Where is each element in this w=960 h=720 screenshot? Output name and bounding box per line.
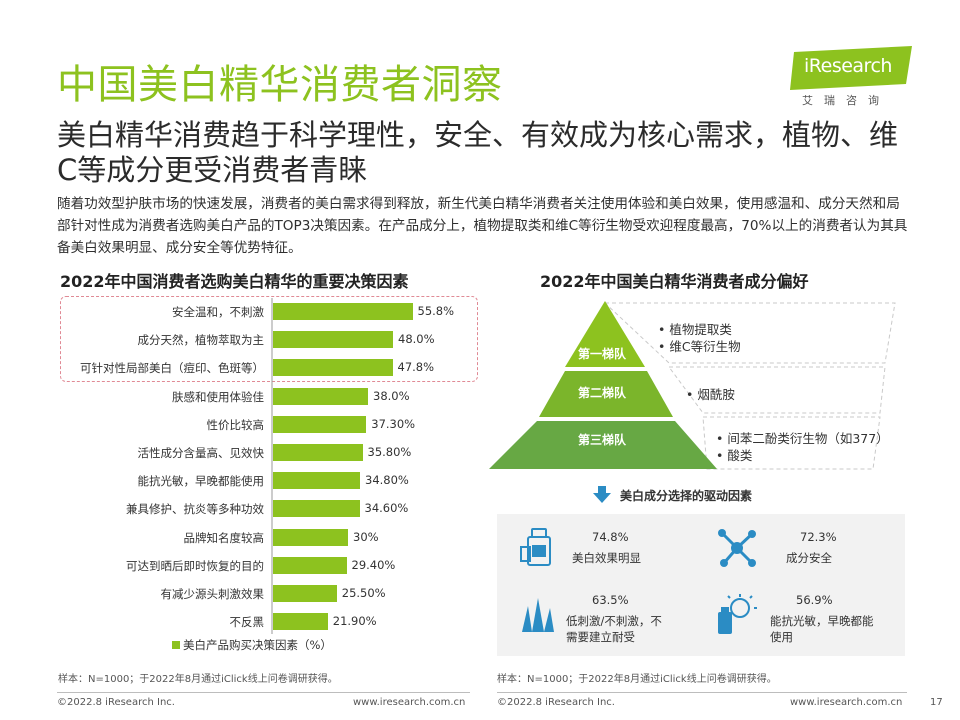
- bar-category-label: 有减少源头刺激效果: [160, 587, 265, 601]
- page-subtitle: 美白精华消费趋于科学理性，安全、有效成为核心需求，植物、维C等成分更受消费者青睐: [57, 118, 899, 187]
- molecule-icon: [718, 529, 756, 567]
- tier2-callout-box: [668, 366, 886, 414]
- bar: [273, 444, 363, 461]
- tier3-label: 第三梯队: [578, 433, 627, 447]
- bar-category-label: 可针对性局部美白（痘印、色斑等）: [80, 361, 264, 376]
- driver-pct: 74.8%: [592, 530, 629, 544]
- bar: [273, 500, 360, 518]
- bar-value-label: 30%: [353, 529, 379, 544]
- bar-category-label: 兼具修护、抗炎等多种功效: [126, 502, 264, 517]
- bar-category-label: 品牌知名度较高: [183, 530, 265, 545]
- tier3-band: [489, 421, 717, 469]
- driver-pct: 56.9%: [796, 593, 833, 607]
- drivers-panel: [497, 514, 905, 656]
- tier1-label: 第一梯队: [578, 347, 627, 361]
- bar-value-label: 29.40%: [351, 557, 396, 572]
- bar-value-label: 25.50%: [341, 586, 386, 600]
- legend-swatch: [172, 641, 180, 649]
- serum-bottle-icon: [520, 528, 551, 566]
- page-title: 中国美白精华消费者洞察: [57, 62, 503, 108]
- bar: [273, 359, 393, 377]
- tier1-band: [565, 301, 645, 367]
- grass-icon: [522, 598, 554, 632]
- legend-label: 美白产品购买决策因素（%）: [183, 638, 332, 652]
- right-sample-note: 样本：N=1000；于2022年8月通过iClick线上问卷调研获得。: [497, 674, 777, 685]
- bar: [273, 528, 348, 546]
- left-sample-note: 样本：N=1000；于2022年8月通过iClick线上问卷调研获得。: [58, 674, 338, 685]
- arrow-down-icon: [593, 486, 611, 503]
- bar: [273, 472, 360, 490]
- tier3-item: • 酸类: [716, 448, 753, 463]
- tier3-item: • 间苯二酚类衍生物（如377）: [716, 431, 889, 446]
- driver-label: 成分安全: [786, 551, 832, 565]
- intro-paragraph: 随着功效型护肤市场的快速发展，消费者的美白需求得到释放，新生代美白精华消费者关注…: [57, 196, 908, 256]
- footer-divider-left: [57, 692, 470, 693]
- logo-subtitle: 艾瑞咨询: [802, 94, 890, 107]
- bar-value-label: 47.8%: [397, 360, 435, 375]
- left-chart-title: 2022年中国消费者选购美白精华的重要决策因素: [60, 272, 409, 291]
- bar: [273, 613, 328, 631]
- bar-category-label: 性价比较高: [206, 417, 265, 432]
- bar: [273, 387, 368, 405]
- tier2-band: [539, 371, 673, 417]
- footer-copyright: ©2022.8 iResearch Inc.: [497, 697, 615, 708]
- logo-shape-icon: [790, 46, 912, 90]
- tier2-item: • 烟酰胺: [686, 387, 735, 402]
- top3-highlight-box: [60, 296, 478, 382]
- tier1-callout-box: [603, 302, 896, 364]
- sun-bottle-icon: [718, 594, 757, 634]
- bar-value-label: 21.90%: [332, 614, 377, 629]
- tier1-item: • 植物提取类: [658, 322, 732, 337]
- bar-category-label: 不反黑: [229, 615, 265, 630]
- bar-value-label: 37.30%: [371, 416, 416, 431]
- bar-category-label: 成分天然，植物萃取为主: [137, 333, 265, 348]
- right-chart-title: 2022年中国美白精华消费者成分偏好: [540, 272, 809, 291]
- bar-category-label: 肤感和使用体验佳: [172, 389, 264, 404]
- bar: [273, 331, 393, 349]
- footer-url: www.iresearch.com.cn: [790, 697, 903, 708]
- bar-category-label: 安全温和，不刺激: [172, 305, 264, 319]
- page-number: 17: [930, 697, 943, 708]
- bar-value-label: 55.8%: [417, 304, 455, 318]
- bar: [273, 556, 347, 574]
- bar-category-label: 能抗光敏，早晚都能使用: [137, 474, 265, 489]
- driver-pct: 72.3%: [800, 530, 837, 544]
- bar-value-label: 35.80%: [367, 445, 412, 459]
- bar-category-label: 可达到晒后即时恢复的目的: [126, 558, 264, 573]
- driver-label: 低刺激/不刺激，不需要建立耐受: [566, 614, 662, 644]
- bar-category-label: 活性成分含量高、见效快: [137, 446, 265, 460]
- logo-text: iResearch: [804, 55, 892, 77]
- tier1-item: • 维C等衍生物: [658, 339, 741, 354]
- bar: [273, 415, 367, 433]
- footer-copyright: ©2022.8 iResearch Inc.: [57, 697, 175, 708]
- bar-value-label: 34.80%: [365, 473, 409, 488]
- bar: [273, 585, 337, 602]
- iresearch-logo: iResearch: [790, 46, 912, 90]
- footer-url: www.iresearch.com.cn: [353, 697, 466, 708]
- drivers-title: 美白成分选择的驱动因素: [620, 489, 753, 503]
- footer-divider-right: [497, 692, 907, 693]
- bar-value-label: 34.60%: [364, 501, 409, 516]
- bar: [273, 303, 413, 320]
- bar-value-label: 48.0%: [398, 332, 435, 347]
- driver-label: 美白效果明显: [572, 551, 641, 565]
- driver-label: 能抗光敏，早晚都能使用: [770, 614, 874, 644]
- tier2-label: 第二梯队: [578, 386, 627, 400]
- driver-pct: 63.5%: [592, 593, 629, 607]
- ingredient-pyramid: [489, 301, 896, 470]
- bar-value-label: 38.0%: [373, 388, 410, 403]
